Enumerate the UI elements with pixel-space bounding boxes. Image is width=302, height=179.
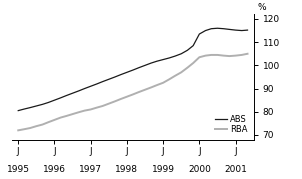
Text: J: J (89, 147, 92, 156)
Text: 2001: 2001 (224, 165, 247, 174)
Text: 1995: 1995 (7, 165, 30, 174)
Text: %: % (258, 3, 266, 11)
Text: J: J (17, 147, 20, 156)
Text: 1998: 1998 (115, 165, 138, 174)
Text: 1997: 1997 (79, 165, 102, 174)
Text: J: J (53, 147, 56, 156)
Legend: ABS, RBA: ABS, RBA (213, 113, 249, 136)
Text: J: J (234, 147, 237, 156)
Text: 1996: 1996 (43, 165, 66, 174)
Text: 2000: 2000 (188, 165, 211, 174)
Text: J: J (198, 147, 201, 156)
Text: 1999: 1999 (152, 165, 175, 174)
Text: J: J (126, 147, 128, 156)
Text: J: J (162, 147, 164, 156)
